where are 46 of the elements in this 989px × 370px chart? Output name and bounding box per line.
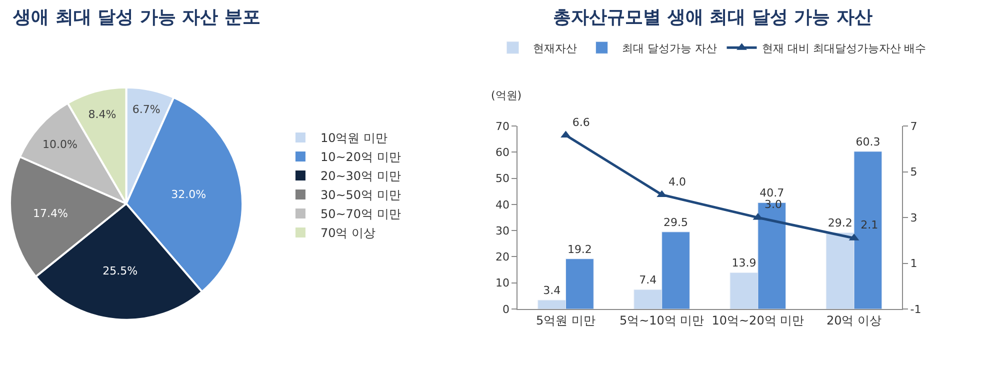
legend-label: 50~70억 미만: [320, 207, 401, 222]
x-tick-label: 5억원 미만: [536, 313, 596, 328]
y-tick-label: 20: [496, 250, 510, 264]
y-tick-label: 10: [496, 276, 510, 290]
legend-label: 10~20억 미만: [320, 150, 401, 164]
data-label: 17.4%: [32, 207, 68, 220]
y2-tick-label: 1: [910, 257, 918, 270]
chart-title: 생애 최대 달성 가능 자산 분포: [12, 7, 260, 28]
y-tick-label: 30: [496, 224, 510, 238]
data-label: 10.0%: [42, 138, 78, 151]
y2-tick-label: -1: [910, 302, 922, 316]
data-label: 3.4: [543, 284, 561, 298]
legend-label: 70억 이상: [320, 226, 376, 240]
y-tick-label: 0: [502, 302, 510, 316]
y-tick-label: 70: [496, 120, 510, 133]
y2-tick-label: 3: [910, 211, 918, 224]
data-label: 29.2: [828, 216, 852, 230]
data-label: 25.5%: [102, 264, 138, 278]
data-label: 32.0%: [171, 188, 206, 202]
y-axis-title: (억원): [491, 89, 522, 102]
chart-title: 총자산규모별 생애 최대 달성 가능 자산: [553, 7, 872, 28]
x-tick-label: 5억~10억 미만: [619, 313, 704, 328]
legend-label: 최대 달성가능 자산: [622, 42, 717, 55]
x-tick-label: 10억~20억 미만: [712, 313, 804, 328]
legend-label: 10억원 미만: [320, 131, 388, 146]
data-label: 19.2: [567, 242, 592, 256]
legend-label: 현재자산: [532, 42, 577, 55]
x-tick-label: 20억 이상: [826, 313, 882, 328]
y-tick-label: 40: [496, 198, 510, 212]
data-label: 8.4%: [88, 108, 116, 122]
data-label: 6.6: [572, 116, 590, 129]
legend-label: 현재 대비 최대달성가능자산 배수: [762, 42, 926, 55]
data-label: 6.7%: [132, 103, 160, 116]
data-label: 60.3: [856, 135, 880, 148]
legend-label: 30~50억 미만: [320, 188, 401, 202]
data-label: 40.7: [760, 186, 784, 200]
data-label: 4.0: [668, 175, 686, 188]
data-label: 13.9: [732, 256, 756, 270]
data-label: 2.1: [860, 218, 878, 232]
data-label: 29.5: [664, 216, 688, 229]
y-tick-label: 50: [496, 172, 510, 186]
legend-label: 20~30억 미만: [320, 169, 401, 184]
y2-tick-label: 5: [910, 166, 918, 179]
y-tick-label: 60: [496, 146, 510, 160]
y2-tick-label: 7: [910, 120, 918, 133]
data-label: 7.4: [639, 274, 657, 287]
